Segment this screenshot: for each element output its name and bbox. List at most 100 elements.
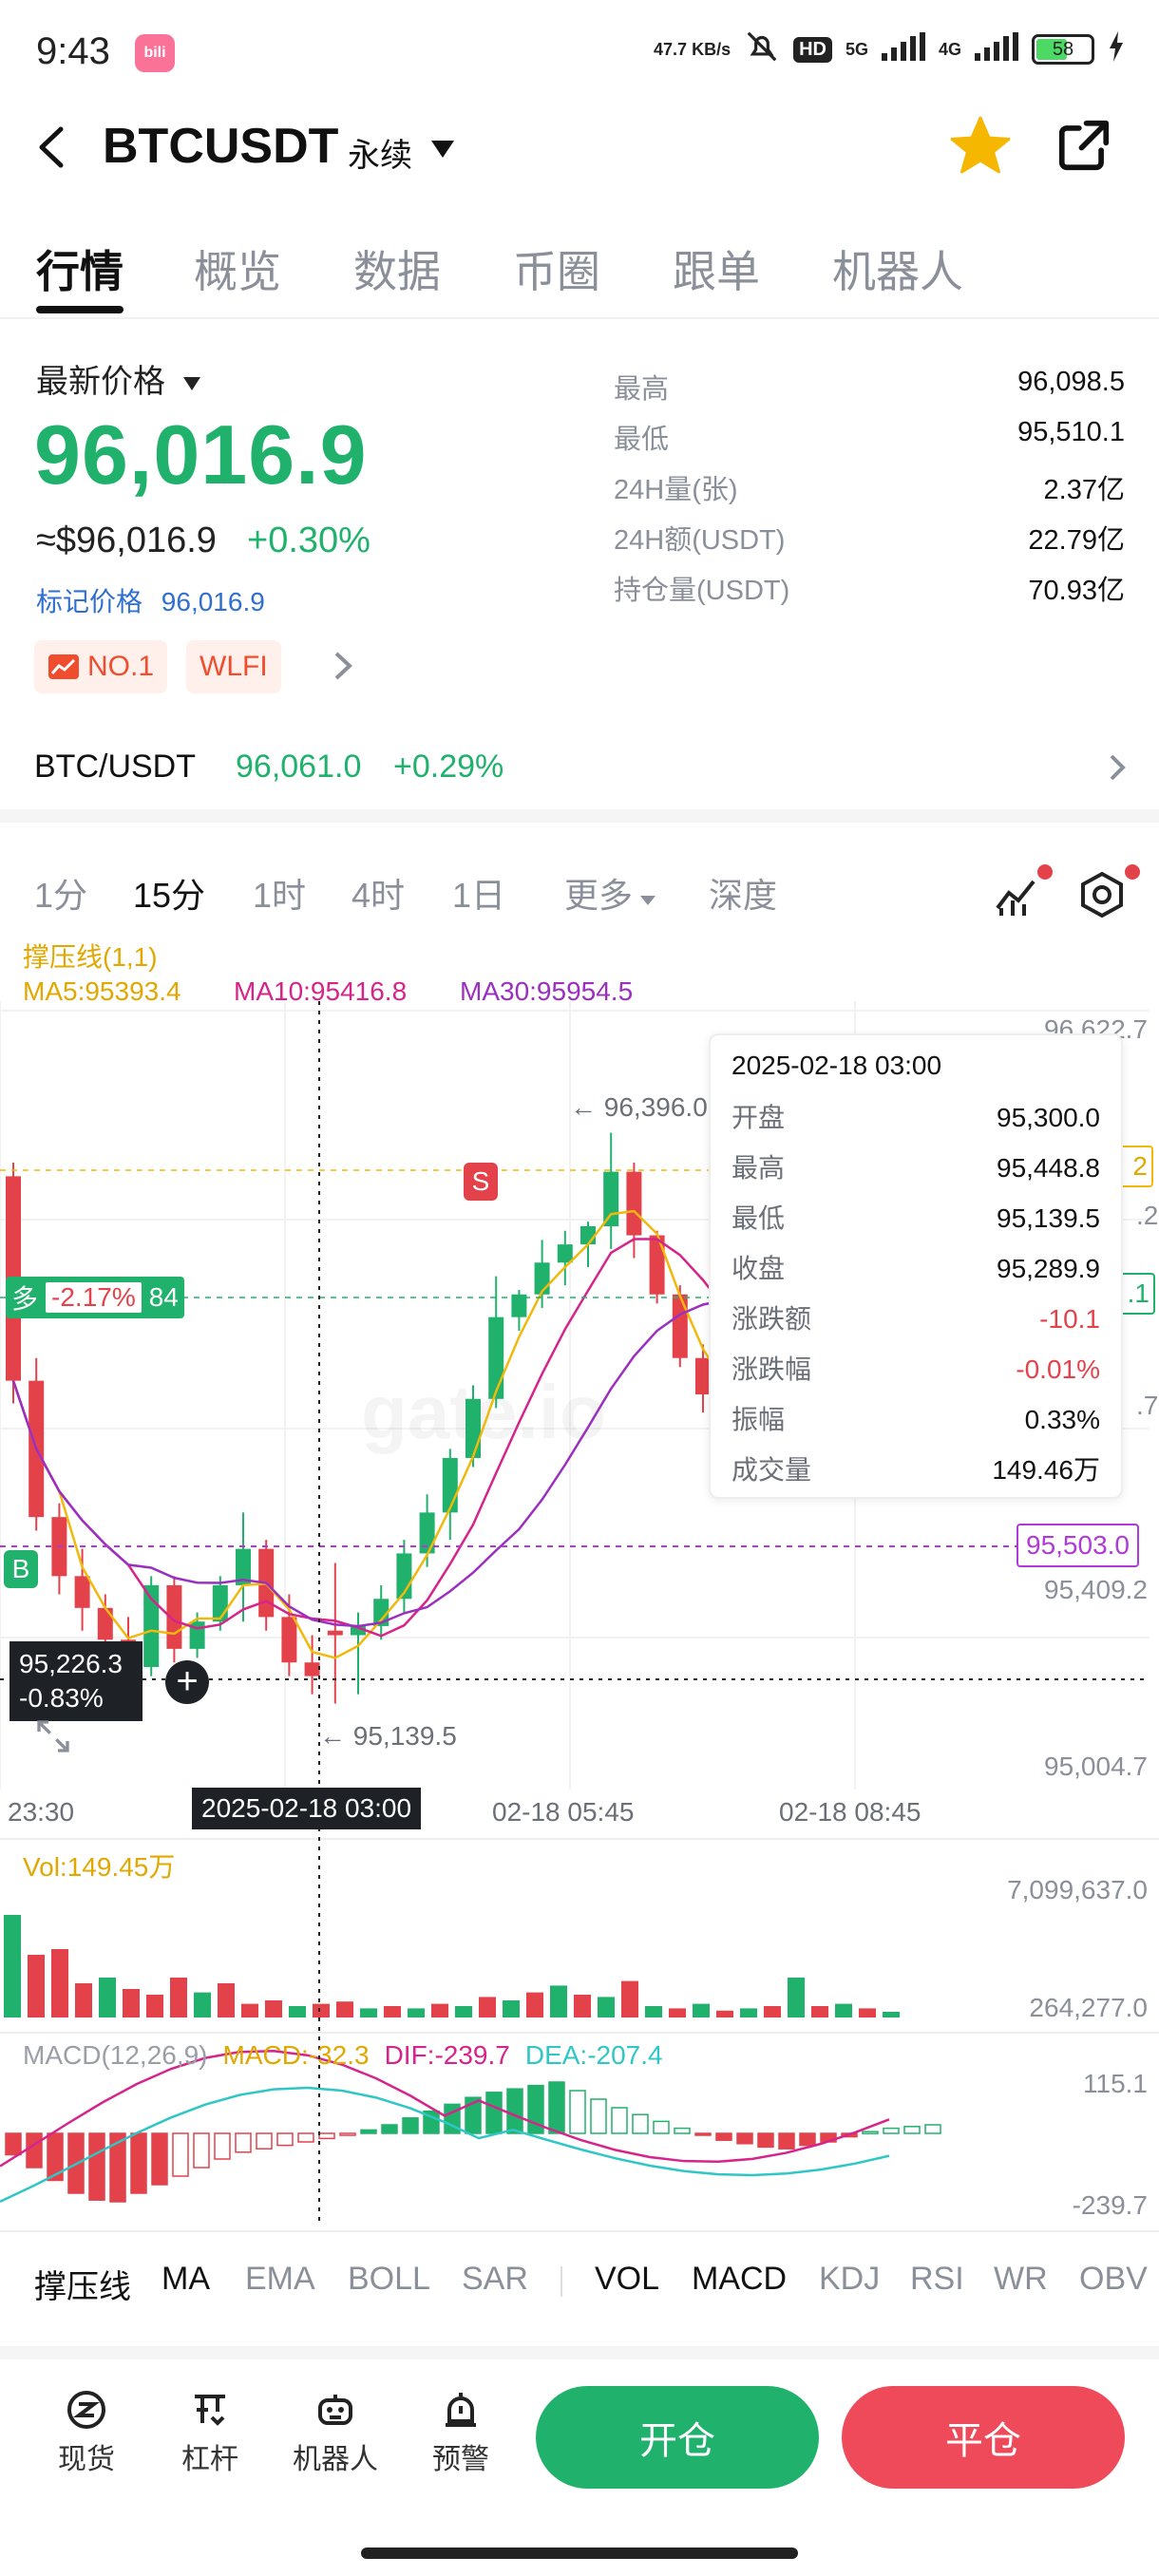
stat-24h-amount-label: 24H额(USDT) <box>614 525 786 556</box>
signal-4g: 4G <box>938 39 961 59</box>
last-price-label[interactable]: 最新价格 <box>36 355 202 402</box>
interval-4h[interactable]: 4时 <box>352 876 406 915</box>
ind-obv[interactable]: OBV <box>1079 2261 1148 2297</box>
tab-robot[interactable]: 机器人 <box>832 247 963 296</box>
tooltip-row: 成交量 149.46万 <box>732 1445 1100 1495</box>
spot-button[interactable]: 现货 <box>34 2384 139 2477</box>
kline-chart[interactable]: 撑压线(1,1) MA5:95393.4 MA10:95416.8 MA30:9… <box>0 935 1159 2226</box>
price-change-pct: +0.30% <box>247 521 370 560</box>
high-marker: ← 96,396.0 <box>570 1092 708 1122</box>
interval-more[interactable]: 更多 <box>564 868 657 918</box>
hd-badge: HD <box>793 36 832 63</box>
tooltip-row: 收盘 95,289.9 <box>732 1243 1100 1294</box>
leverage-button[interactable]: 杠杆 <box>158 2384 262 2477</box>
macd-bar <box>883 2127 900 2134</box>
candle-body <box>557 1244 573 1263</box>
candle-body <box>304 1662 320 1676</box>
ind-wr[interactable]: WR <box>994 2261 1048 2297</box>
volume-bar <box>241 2003 258 2017</box>
macd-bar <box>736 2132 753 2145</box>
chart-indicator-icon[interactable] <box>992 864 1053 924</box>
macd-bar <box>339 2132 356 2136</box>
macd-bar <box>297 2132 314 2143</box>
share-icon[interactable] <box>1054 116 1113 180</box>
position-price-tag: .1 <box>1117 1273 1155 1315</box>
battery-level: 58 <box>1052 39 1074 60</box>
macd-value: MACD:-32.3 <box>222 2040 370 2070</box>
ind-boll[interactable]: BOLL <box>348 2261 430 2297</box>
interval-1d[interactable]: 1日 <box>452 876 506 915</box>
sell-marker[interactable]: S <box>464 1163 498 1201</box>
ind-macd[interactable]: MACD <box>692 2261 788 2297</box>
usd-price: ≈$96,016.9 <box>36 521 217 560</box>
signal-5g: 5G <box>845 39 868 59</box>
home-indicator[interactable] <box>361 2548 798 2559</box>
interval-1h[interactable]: 1时 <box>253 876 307 915</box>
tab-data[interactable]: 数据 <box>353 247 441 296</box>
volume-bar <box>859 2008 876 2017</box>
volume-bar <box>146 1995 163 2017</box>
tab-overview[interactable]: 概览 <box>194 247 281 296</box>
tooltip-key: 涨跌额 <box>732 1304 812 1334</box>
volume-bar <box>313 2003 330 2017</box>
ind-support[interactable]: 撑压线 <box>34 2269 131 2305</box>
indicator-selector: 撑压线 MA EMA BOLL SAR VOL MACD KDJ RSI WR … <box>0 2230 1159 2321</box>
ind-kdj[interactable]: KDJ <box>819 2261 881 2297</box>
macd-bar <box>5 2132 22 2156</box>
add-order-plus-icon[interactable]: + <box>165 1660 209 1704</box>
tab-coin-circle[interactable]: 币圈 <box>513 247 600 296</box>
chart-grid <box>0 1001 1159 2034</box>
alert-label: 预警 <box>432 2444 489 2475</box>
candle-body <box>672 1294 688 1358</box>
back-button[interactable] <box>32 123 70 171</box>
volume-bar <box>51 1949 68 2017</box>
candle-body <box>649 1235 665 1295</box>
open-position-button[interactable]: 开仓 <box>536 2386 819 2489</box>
volume-bar <box>503 2000 520 2017</box>
interval-depth[interactable]: 深度 <box>709 876 778 915</box>
tab-copy-trade[interactable]: 跟单 <box>673 247 760 296</box>
interval-1m[interactable]: 1分 <box>34 876 88 915</box>
tag-chip-label: WLFI <box>200 651 268 682</box>
volume-bars <box>4 1915 900 2017</box>
candle-body <box>74 1576 90 1608</box>
interval-15m[interactable]: 15分 <box>133 876 206 915</box>
tooltip-row: 涨跌幅 -0.01% <box>732 1344 1100 1394</box>
y-tick-mid: 95,409.2 <box>1044 1575 1148 1604</box>
settings-hex-icon[interactable] <box>1077 864 1140 924</box>
robot-button[interactable]: 机器人 <box>283 2384 388 2477</box>
battery-icon: 58 <box>1032 34 1094 65</box>
position-badge[interactable]: 多 -2.17% 84 <box>6 1277 184 1318</box>
ma10-line <box>11 1238 728 1638</box>
macd-bar <box>235 2132 252 2153</box>
volume-bar <box>431 2003 448 2017</box>
chevron-down-icon[interactable] <box>429 139 456 164</box>
ind-vol[interactable]: VOL <box>595 2261 660 2297</box>
ind-ema[interactable]: EMA <box>245 2261 315 2297</box>
macd-bar <box>172 2132 189 2177</box>
alert-button[interactable]: 预警 <box>408 2384 513 2477</box>
signal-bars-icon <box>881 32 925 66</box>
support-resistance-label: 撑压线(1,1) <box>23 942 158 972</box>
macd-bar <box>402 2117 419 2134</box>
favorite-star-icon[interactable] <box>946 112 1015 185</box>
ind-ma[interactable]: MA <box>162 2261 210 2297</box>
close-position-button[interactable]: 平仓 <box>842 2386 1125 2489</box>
main-tabs: 行情 概览 数据 币圈 跟单 机器人 <box>0 228 1159 319</box>
tab-market[interactable]: 行情 <box>36 247 124 296</box>
ind-rsi[interactable]: RSI <box>910 2261 964 2297</box>
tag-chip[interactable]: WLFI <box>186 640 281 693</box>
buy-marker[interactable]: B <box>4 1550 38 1588</box>
chevron-right-icon[interactable] <box>332 650 353 687</box>
contract-type[interactable]: 永续 <box>348 138 412 174</box>
macd-bar <box>318 2132 335 2140</box>
spot-pair-row[interactable]: BTC/USDT 96,061.0 +0.29% <box>0 722 1159 823</box>
volume-bar <box>479 1997 496 2017</box>
ind-sar[interactable]: SAR <box>462 2261 528 2297</box>
candle-body <box>488 1316 504 1399</box>
mark-price-value: 96,016.9 <box>161 587 265 616</box>
rank-chip[interactable]: NO.1 <box>34 640 168 693</box>
macd-bar <box>778 2132 795 2150</box>
symbol-title[interactable]: BTCUSDT <box>103 119 339 174</box>
expand-icon[interactable] <box>34 1717 72 1760</box>
